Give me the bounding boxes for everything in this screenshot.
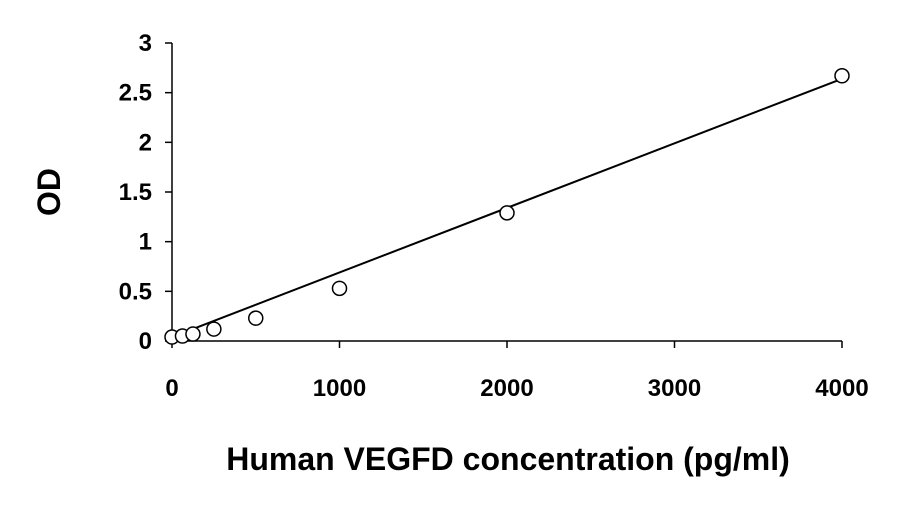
data-point: [499, 205, 515, 221]
y-tick-label: 2: [139, 129, 152, 156]
data-point: [248, 310, 264, 326]
x-tick-label: 4000: [815, 375, 868, 402]
data-point: [331, 280, 348, 297]
x-tick-label: 0: [165, 375, 178, 402]
x-tick-label: 3000: [648, 375, 701, 402]
x-tick-label: 1000: [313, 375, 366, 402]
y-tick-label: 2.5: [119, 80, 152, 107]
y-tick-label: 3: [139, 30, 152, 57]
y-tick-label: 0: [139, 328, 152, 355]
x-axis-title: Human VEGFD concentration (pg/ml): [226, 441, 790, 477]
data-point: [834, 68, 850, 84]
y-axis: 0 0.5 1 1.5 2 2.5 3: [119, 30, 173, 355]
y-axis-title: OD: [31, 168, 67, 216]
data-points: [164, 68, 850, 345]
x-axis: 0 1000 2000 3000 4000: [165, 340, 869, 402]
y-tick-label: 0.5: [119, 278, 152, 305]
data-point: [206, 321, 222, 337]
x-tick-label: 2000: [480, 375, 533, 402]
y-tick-label: 1.5: [119, 179, 152, 206]
data-point: [185, 326, 201, 342]
y-tick-label: 1: [139, 229, 152, 256]
